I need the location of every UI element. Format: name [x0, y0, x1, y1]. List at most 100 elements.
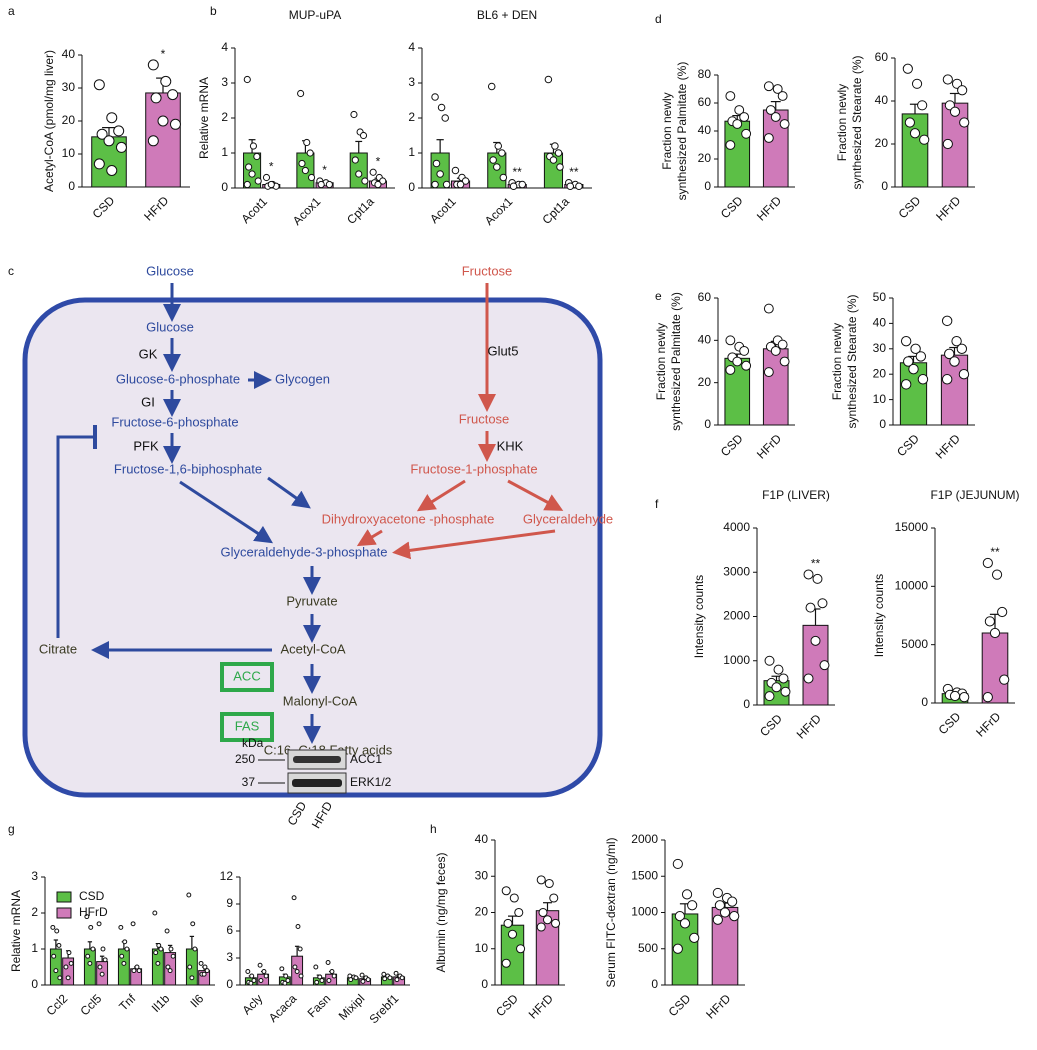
data-point [727, 896, 738, 907]
data-point [959, 692, 970, 703]
data-point [257, 962, 263, 968]
y-tick-label: 2000 [631, 832, 658, 846]
data-point [777, 91, 788, 101]
y-tick-label: 15000 [895, 520, 929, 534]
x-tick-label: Acot1 [238, 194, 270, 226]
x-tick-label: CSD [894, 431, 922, 459]
arrow [267, 476, 311, 509]
x-tick-label: CSD [493, 991, 521, 1019]
y-tick-label: 20 [698, 375, 712, 389]
data-point [941, 315, 953, 327]
data-point [165, 964, 171, 970]
data-point [917, 100, 928, 111]
x-tick-label: CSD [718, 431, 746, 459]
enzyme: ACC [233, 668, 260, 683]
data-point [544, 75, 553, 84]
y-tick-label: 4 [408, 40, 415, 54]
data-point [249, 973, 255, 979]
data-point [317, 180, 325, 189]
data-point [441, 114, 449, 122]
data-point [251, 978, 257, 983]
y-tick-label: 20 [873, 366, 887, 380]
data-point [50, 924, 56, 930]
y-tick-label: 10 [873, 392, 887, 406]
data-point [689, 932, 700, 943]
data-point [317, 974, 323, 980]
data-point [436, 170, 444, 178]
data-point [771, 682, 782, 693]
data-point [544, 878, 554, 889]
data-point [134, 964, 140, 970]
data-point [360, 978, 366, 984]
y-tick-label: 50 [873, 290, 887, 304]
enzyme: GI [141, 394, 155, 409]
x-tick-label: Ccl5 [77, 991, 104, 1018]
data-point [387, 975, 393, 981]
data-point [168, 946, 174, 952]
data-point [672, 858, 683, 870]
arrow [356, 529, 383, 547]
data-point [575, 182, 583, 191]
data-point [122, 939, 128, 945]
cell-outline [22, 297, 603, 798]
y-axis-label: synthesized Palmitate (%) [675, 62, 689, 201]
data-point [915, 351, 927, 362]
data-point [765, 105, 776, 115]
data-point [294, 969, 300, 974]
y-tick-label: 0 [651, 977, 658, 991]
data-point [303, 138, 311, 147]
y-tick-label: 60 [698, 290, 712, 304]
data-point [263, 973, 269, 979]
data-point [812, 573, 823, 584]
data-point [169, 118, 181, 130]
data-point [498, 149, 506, 157]
data-point [432, 159, 441, 168]
data-point [301, 166, 309, 175]
data-point [394, 977, 400, 983]
data-point [956, 343, 968, 355]
data-point [780, 686, 791, 697]
data-point [96, 128, 108, 140]
chart-title: F1P (LIVER) [762, 488, 830, 502]
data-point [53, 968, 59, 974]
data-point [819, 660, 830, 671]
data-point [102, 957, 108, 963]
data-point [153, 950, 159, 956]
data-point [437, 103, 446, 112]
data-point [248, 170, 256, 178]
data-point [88, 924, 94, 930]
panel-label: e [655, 289, 662, 303]
y-tick-label: 0 [704, 179, 711, 193]
data-point [732, 356, 743, 367]
data-point [65, 975, 71, 981]
data-point [374, 180, 382, 189]
y-tick-label: 6 [226, 923, 233, 937]
data-point [147, 59, 159, 71]
data-point [549, 893, 559, 903]
x-tick-label: CSD [757, 711, 785, 739]
data-point [729, 911, 740, 922]
panel-label: g [8, 822, 15, 836]
node: Fructose [459, 411, 510, 426]
arrow [179, 480, 274, 544]
data-point [494, 142, 503, 150]
x-tick-label: Acaca [266, 991, 300, 1025]
data-point [326, 978, 332, 983]
data-point [254, 177, 262, 185]
x-tick-label: CSD [90, 193, 118, 221]
data-point [805, 602, 816, 613]
node: Glucose-6-phosphate [116, 371, 240, 386]
enzyme: Glut5 [487, 343, 518, 358]
data-point [118, 924, 124, 930]
significance: ** [811, 557, 821, 571]
data-point [249, 142, 258, 150]
data-point [431, 180, 439, 189]
enzyme: PFK [133, 438, 159, 453]
data-point [554, 149, 563, 157]
y-tick-label: 5000 [901, 637, 928, 651]
data-point [949, 106, 961, 117]
x-tick-label: HFrD [933, 193, 963, 223]
data-point [262, 173, 271, 182]
y-axis-label: Fraction newly [830, 323, 844, 400]
panel-label: a [8, 4, 15, 18]
